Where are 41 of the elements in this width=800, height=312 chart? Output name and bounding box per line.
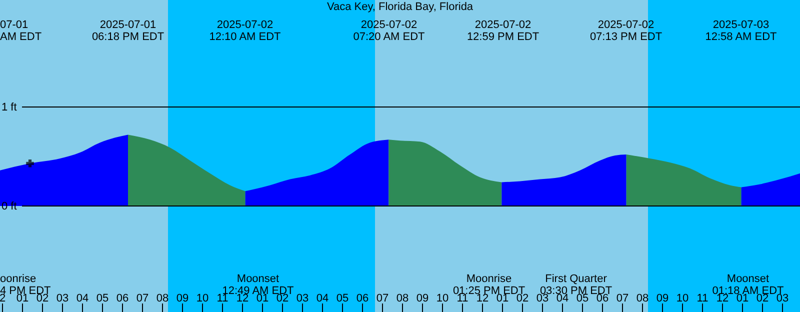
- x-tick-label: 02: [36, 292, 49, 304]
- x-tick-label: 12: [236, 292, 249, 304]
- y-tick-label: 1 ft: [2, 101, 17, 114]
- annotation: 07-01 AM EDT: [0, 19, 42, 43]
- x-tick-label: 08: [396, 292, 409, 304]
- x-tick-label: 09: [176, 292, 189, 304]
- x-tick-label: 11: [456, 292, 468, 304]
- x-tick-label: 01: [496, 292, 509, 304]
- x-tick-label: 2: [0, 292, 6, 304]
- x-tick-label: 05: [336, 292, 349, 304]
- x-tick-label: 07: [376, 292, 389, 304]
- x-tick-label: 04: [556, 292, 569, 304]
- x-tick-label: 02: [756, 292, 769, 304]
- x-tick-label: 04: [316, 292, 329, 304]
- x-tick-label: 07: [136, 292, 149, 304]
- annotation: 2025-07-02 12:59 PM EDT: [466, 19, 540, 43]
- x-tick-label: 10: [436, 292, 449, 304]
- annotation: 2025-07-02 12:10 AM EDT: [209, 19, 282, 43]
- annotation: 2025-07-01 06:18 PM EDT: [92, 19, 164, 43]
- x-tick-label: 06: [356, 292, 369, 304]
- annotation: 2025-07-03 12:58 AM EDT: [705, 19, 778, 43]
- x-tick-label: 06: [116, 292, 129, 304]
- x-tick-label: 02: [276, 292, 289, 304]
- x-tick-label: 05: [96, 292, 109, 304]
- x-tick-label: 09: [416, 292, 429, 304]
- x-tick-label: 09: [656, 292, 669, 304]
- x-tick-label: 10: [676, 292, 689, 304]
- x-tick-label: 01: [16, 292, 29, 304]
- x-tick-label: 03: [296, 292, 309, 304]
- x-tick-label: 04: [76, 292, 89, 304]
- chart-title: Vaca Key, Florida Bay, Florida: [326, 1, 474, 13]
- x-tick-label: 07: [616, 292, 629, 304]
- x-tick-label: 02: [516, 292, 529, 304]
- x-tick-label: 10: [196, 292, 209, 304]
- x-tick-label: 06: [596, 292, 609, 304]
- x-tick-label: 03: [56, 292, 69, 304]
- x-tick-label: 11: [696, 292, 708, 304]
- x-tick-label: 03: [776, 292, 789, 304]
- x-tick-label: 01: [256, 292, 269, 304]
- x-tick-label: 12: [716, 292, 729, 304]
- x-tick-label: 05: [576, 292, 589, 304]
